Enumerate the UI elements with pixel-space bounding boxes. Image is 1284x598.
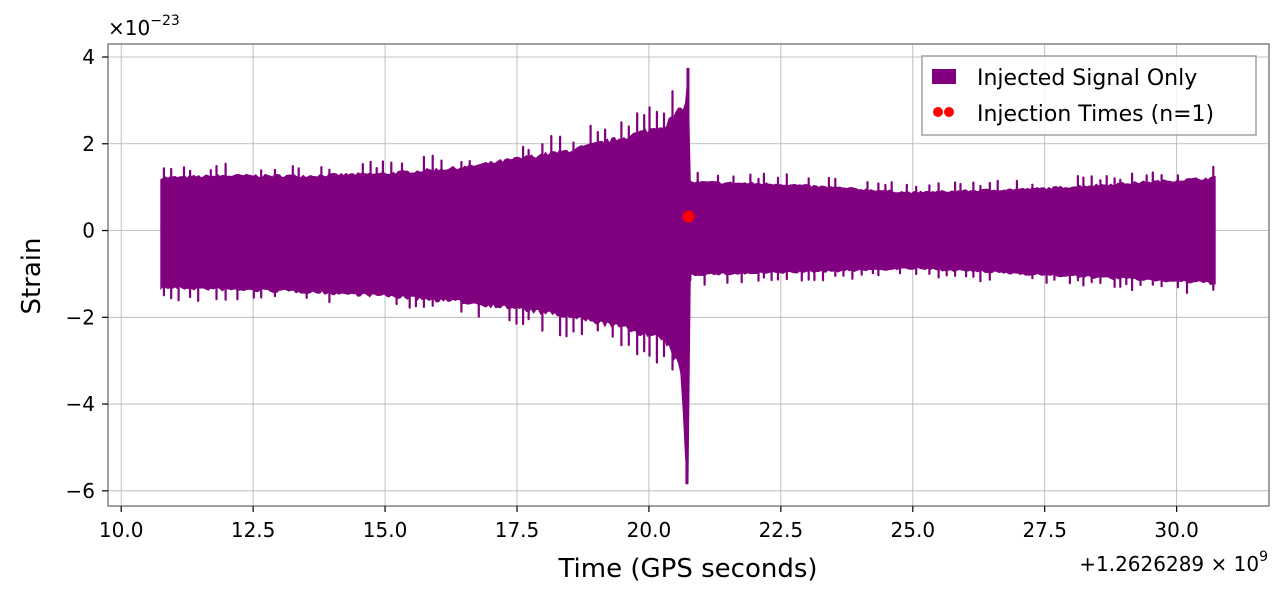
y-tick-label: −2: [66, 305, 95, 329]
x-tick-label: 22.5: [759, 518, 804, 542]
x-axis-offset-exponent: 9: [1259, 549, 1268, 565]
x-tick-label: 30.0: [1154, 518, 1199, 542]
x-axis-offset-main: +1.2626289 × 10: [1079, 552, 1259, 576]
x-tick-label: 15.0: [363, 518, 408, 542]
legend-label-injected-signal: Injected Signal Only: [977, 66, 1197, 91]
legend-frame: [921, 55, 1257, 136]
y-axis-scale-exponent: −23: [150, 13, 180, 29]
y-axis-scale-label: ×10−23: [108, 13, 180, 40]
x-tick-label: 12.5: [231, 518, 276, 542]
legend-marker-injection-times: [933, 107, 943, 117]
signal-spikes: [162, 90, 1215, 371]
y-axis-title: Strain: [17, 237, 47, 314]
y-tick-label: 0: [82, 219, 95, 243]
x-tick-label: 27.5: [1022, 518, 1067, 542]
x-tick-label: 25.0: [891, 518, 936, 542]
legend: Injected Signal Only Injection Times (n=…: [921, 55, 1257, 136]
y-tick-label: 4: [82, 45, 95, 69]
y-axis-scale-main: ×10: [108, 16, 150, 40]
x-tick-label: 10.0: [99, 518, 144, 542]
x-axis-offset-label: +1.2626289 × 109: [1079, 549, 1268, 576]
y-tick-label: 2: [82, 132, 95, 156]
legend-label-injection-times: Injection Times (n=1): [977, 102, 1214, 127]
x-axis-title: Time (GPS seconds): [557, 554, 817, 584]
plot-frame: [107, 43, 1270, 507]
y-tick-label: −4: [66, 392, 95, 416]
legend-marker-injection-times: [944, 107, 954, 117]
injection-time-point: [682, 210, 695, 223]
x-tick-label: 17.5: [495, 518, 540, 542]
y-tick-label: −6: [66, 479, 95, 503]
x-tick-label: 20.0: [627, 518, 672, 542]
legend-swatch-injected-signal: [932, 69, 956, 84]
data-layer: [160, 67, 1216, 485]
tick-layer: 10.0 12.5 15.0 17.5 20.0 22.5 25.0 27.5 30.0 −6 −4…: [66, 45, 1199, 542]
